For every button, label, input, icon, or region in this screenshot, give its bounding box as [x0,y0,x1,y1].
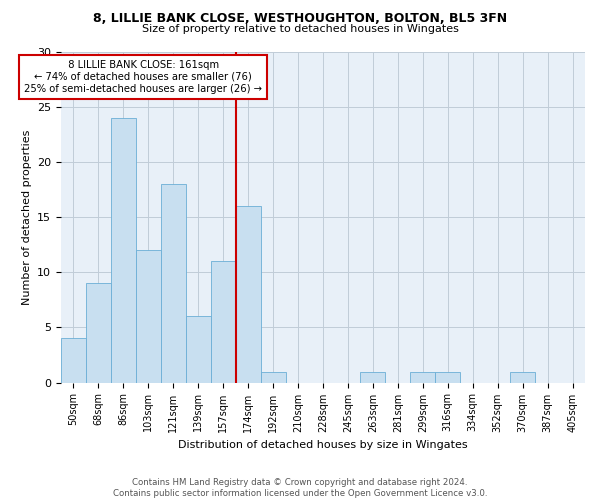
Y-axis label: Number of detached properties: Number of detached properties [22,130,32,304]
Bar [510,372,535,382]
Bar [136,250,161,382]
Text: Contains HM Land Registry data © Crown copyright and database right 2024.
Contai: Contains HM Land Registry data © Crown c… [113,478,487,498]
Bar [61,338,86,382]
Bar [361,372,385,382]
Text: 8, LILLIE BANK CLOSE, WESTHOUGHTON, BOLTON, BL5 3FN: 8, LILLIE BANK CLOSE, WESTHOUGHTON, BOLT… [93,12,507,26]
Bar [435,372,460,382]
Text: 8 LILLIE BANK CLOSE: 161sqm  
← 74% of detached houses are smaller (76)
25% of s: 8 LILLIE BANK CLOSE: 161sqm ← 74% of det… [24,60,262,94]
Bar [260,372,286,382]
Bar [410,372,435,382]
Bar [211,261,236,382]
Bar [86,283,111,382]
Bar [236,206,260,382]
X-axis label: Distribution of detached houses by size in Wingates: Distribution of detached houses by size … [178,440,468,450]
Bar [111,118,136,382]
Text: Size of property relative to detached houses in Wingates: Size of property relative to detached ho… [142,24,458,34]
Bar [186,316,211,382]
Bar [161,184,186,382]
